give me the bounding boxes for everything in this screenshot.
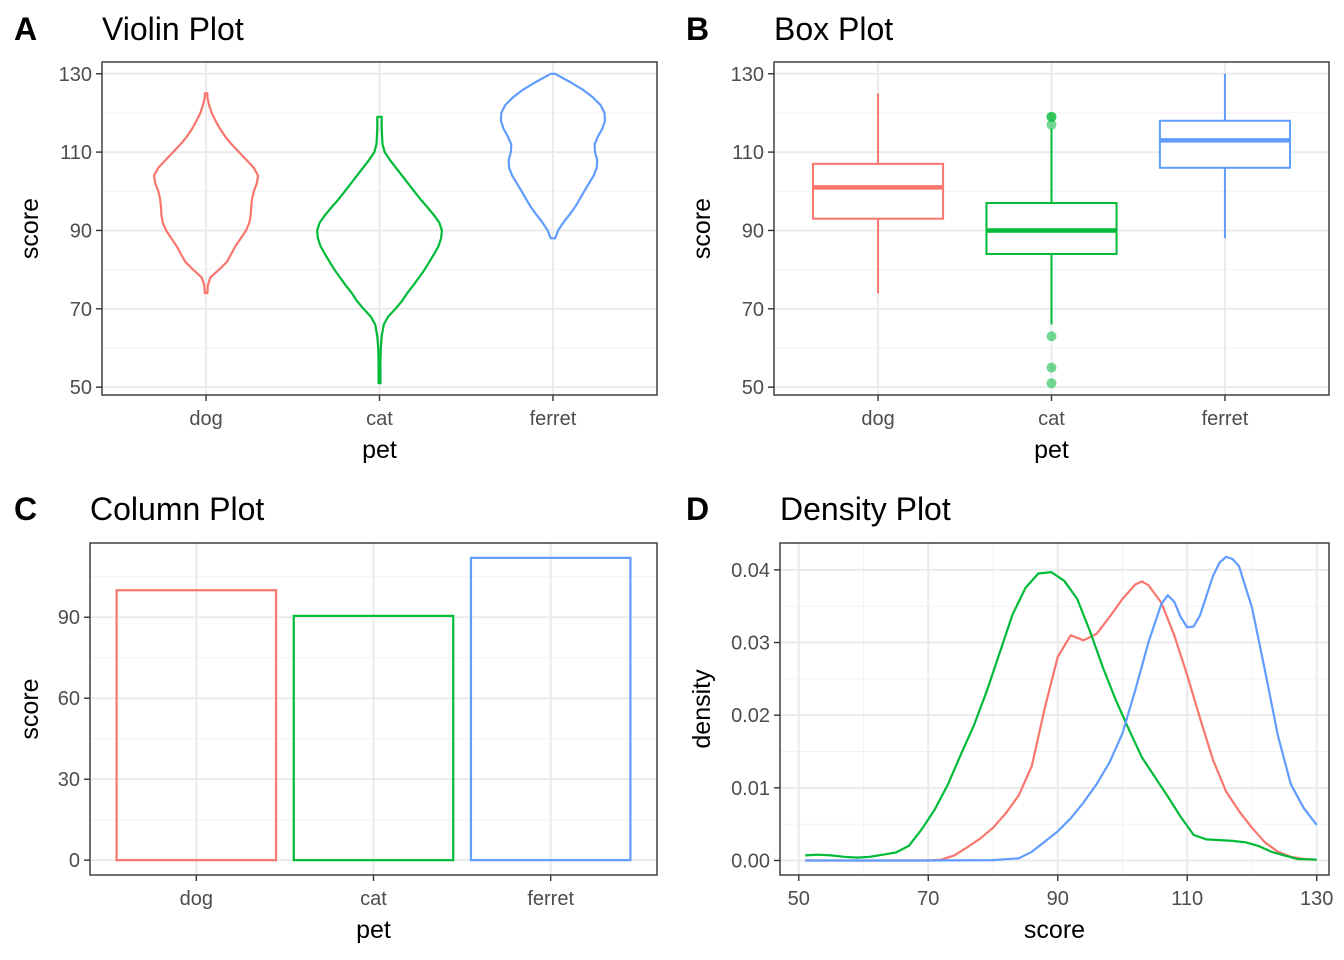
bar-ferret xyxy=(469,556,632,862)
panel-title: Column Plot xyxy=(90,491,264,527)
panel-tag: A xyxy=(14,11,37,47)
outlier-point xyxy=(1046,378,1057,389)
outlier-point xyxy=(1046,119,1057,130)
x-axis-label: pet xyxy=(1034,436,1069,464)
violin-dog xyxy=(152,92,260,295)
y-tick-label: 60 xyxy=(58,688,80,710)
y-tick-label: 0.04 xyxy=(731,560,770,582)
x-axis-label: pet xyxy=(362,436,397,464)
panel-b: 50 70 90 110 130 dog cat ferret pet score B Box Plo… xyxy=(686,11,1330,464)
y-tick-label: 90 xyxy=(58,607,80,629)
y-tick-label: 0.00 xyxy=(731,850,770,872)
x-tick-label: dog xyxy=(189,408,222,430)
outlier-point xyxy=(1046,362,1057,373)
x-tick-label: cat xyxy=(360,888,387,910)
x-tick-label: cat xyxy=(366,408,393,430)
x-axis-label: score xyxy=(1024,916,1085,944)
violin-cat xyxy=(316,115,443,385)
grid xyxy=(90,543,657,875)
box-ferret xyxy=(1158,119,1291,169)
x-tick-label: ferret xyxy=(530,408,577,430)
bar-cat xyxy=(292,614,455,862)
x-tick-label: 50 xyxy=(788,888,810,910)
y-tick-label: 90 xyxy=(70,220,92,242)
panel-title: Density Plot xyxy=(780,491,951,527)
x-axis-label: pet xyxy=(356,916,391,944)
density-line-dog xyxy=(805,580,1317,862)
x-tick-label: 90 xyxy=(1047,888,1069,910)
x-tick-label: 110 xyxy=(1171,888,1203,910)
y-axis-label: score xyxy=(16,198,44,259)
y-tick-label: 50 xyxy=(742,377,764,399)
y-tick-label: 0.03 xyxy=(731,633,770,655)
panel-c: 0 30 60 90 dog cat ferret pet score C Column Plot xyxy=(14,491,658,944)
density-line-ferret xyxy=(805,555,1318,862)
y-axis-label: score xyxy=(16,678,44,739)
panel-tag: C xyxy=(14,491,37,527)
x-tick-label: 70 xyxy=(917,888,939,910)
density-line-cat xyxy=(805,571,1317,861)
marks xyxy=(115,556,632,862)
bar-dog xyxy=(115,589,278,862)
y-tick-label: 0.02 xyxy=(731,705,770,727)
violin-ferret xyxy=(499,72,607,240)
grid xyxy=(102,62,657,395)
y-axis-label: score xyxy=(688,198,716,259)
x-tick-label: ferret xyxy=(1202,408,1249,430)
panel-border xyxy=(779,542,1330,876)
x-tick-label: cat xyxy=(1038,408,1065,430)
outlier-point xyxy=(1046,111,1057,122)
marks xyxy=(812,73,1291,389)
panel-title: Violin Plot xyxy=(102,11,244,47)
y-tick-label: 110 xyxy=(732,142,764,164)
x-tick-label: dog xyxy=(180,888,213,910)
panel-title: Box Plot xyxy=(774,11,893,47)
panel-a: 50 70 90 110 130 dog cat ferret pet score A Violin … xyxy=(14,11,658,464)
x-tick-label: 130 xyxy=(1300,888,1333,910)
y-tick-label: 130 xyxy=(731,64,764,86)
y-tick-label: 0 xyxy=(69,850,80,872)
y-tick-label: 130 xyxy=(59,64,92,86)
x-tick-label: ferret xyxy=(527,888,574,910)
y-tick-label: 70 xyxy=(742,299,764,321)
panel-d: 0.00 0.01 0.02 0.03 0.04 50 70 90 110 130 score den… xyxy=(686,491,1333,944)
x-tick-label: dog xyxy=(861,408,894,430)
y-axis-label: density xyxy=(688,669,716,749)
y-tick-label: 50 xyxy=(70,377,92,399)
panel-tag: B xyxy=(686,11,709,47)
panel-tag: D xyxy=(686,491,709,527)
marks xyxy=(805,555,1318,862)
y-tick-label: 30 xyxy=(58,769,80,791)
y-tick-label: 0.01 xyxy=(731,778,770,800)
y-tick-label: 110 xyxy=(60,142,92,164)
y-tick-label: 70 xyxy=(70,299,92,321)
box-dog xyxy=(812,162,945,220)
marks xyxy=(152,72,607,385)
outlier-point xyxy=(1046,331,1057,342)
y-tick-label: 90 xyxy=(742,220,764,242)
